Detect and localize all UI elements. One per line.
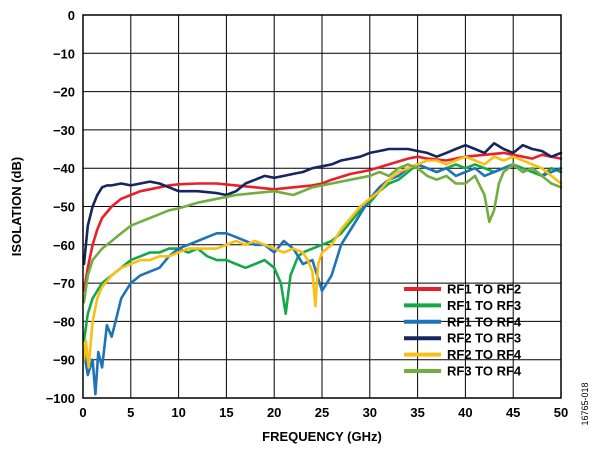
x-tick-label: 20 [267,405,281,420]
x-tick-label: 10 [171,405,185,420]
y-tick-label: −60 [53,238,75,253]
y-axis-title: ISOLATION (dB) [9,157,24,256]
x-tick-label: 25 [315,405,329,420]
series-line-5 [82,155,563,369]
x-axis-title: FREQUENCY (GHz) [262,429,382,444]
x-tick-label: 45 [506,405,520,420]
y-tick-label: 0 [68,8,75,23]
legend-label: RF1 TO RF2 [447,282,521,297]
y-tick-label: −10 [53,46,75,61]
series-lines [82,142,563,396]
y-tick-labels: 0 −10 −20 −30 −40 −50 −60 −70 −80 −90 −100 [46,8,75,406]
plot-frame [82,14,562,399]
legend-label: RF2 TO RF3 [447,331,521,346]
x-tick-label: 30 [363,405,377,420]
y-tick-label: −50 [53,200,75,215]
series-line-1 [82,151,563,293]
x-tick-label: 5 [127,405,134,420]
x-tick-label: 35 [410,405,424,420]
legend-label: RF3 TO RF4 [447,364,522,379]
x-tick-label: 15 [219,405,233,420]
legend-label: RF1 TO RF3 [447,298,521,313]
y-tick-label: −70 [53,276,75,291]
y-tick-label: −40 [53,161,75,176]
y-tick-label: −90 [53,353,75,368]
x-tick-label: 40 [458,405,472,420]
series-line-3 [82,163,563,396]
y-tick-label: −30 [53,123,75,138]
y-tick-label: −80 [53,314,75,329]
series-line-4 [82,142,563,266]
legend-label: RF1 TO RF4 [447,314,522,329]
x-tick-label: 50 [554,405,568,420]
y-tick-label: −100 [46,391,75,406]
figure-id: 16765-018 [580,382,590,425]
series-line-6 [82,163,563,304]
legend-label: RF2 TO RF4 [447,347,522,362]
x-tick-label: 0 [79,405,86,420]
y-tick-label: −20 [53,85,75,100]
x-tick-labels: 0 5 10 15 20 25 30 35 40 45 50 [79,405,568,420]
